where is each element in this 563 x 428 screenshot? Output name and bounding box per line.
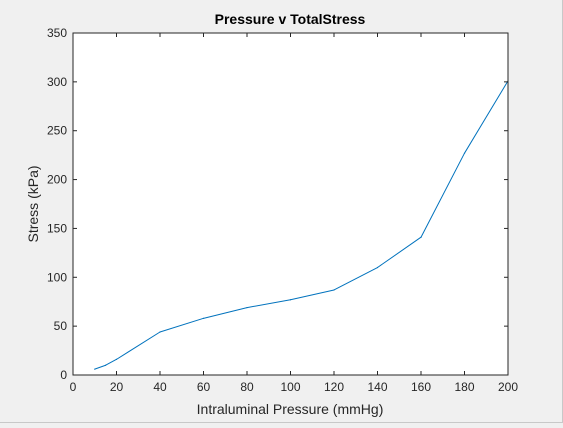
data-point	[289, 299, 292, 301]
data-point	[105, 364, 107, 366]
x-tick-label: 60	[197, 380, 211, 394]
axis-ticks: 0 20 40 60 80 100 120 140 160 180 200 0 50 100 150 200 2…	[47, 26, 518, 394]
data-point	[333, 289, 335, 291]
x-tick-label: 20	[110, 380, 124, 394]
data-point	[463, 152, 466, 154]
y-tick-label: 300	[47, 75, 67, 89]
data-point	[420, 236, 422, 238]
y-tick-label: 150	[47, 221, 67, 235]
y-tick-label: 350	[47, 26, 67, 40]
data-point	[115, 358, 118, 360]
plot-area	[73, 33, 508, 375]
y-tick-label: 200	[47, 173, 67, 187]
data-point	[246, 306, 248, 309]
chart-title: Pressure v TotalStress	[215, 11, 366, 27]
x-tick-label: 160	[411, 380, 431, 394]
data-point	[94, 368, 96, 370]
x-tick-label: 140	[367, 380, 387, 394]
y-tick-label: 50	[54, 319, 68, 333]
x-tick-label: 120	[324, 380, 344, 394]
x-tick-label: 40	[153, 380, 167, 394]
x-tick-label: 180	[454, 380, 474, 394]
x-tick-label: 100	[280, 380, 300, 394]
y-tick-label: 250	[47, 124, 67, 138]
plot-content	[94, 80, 509, 370]
y-axis-label: Stress (kPa)	[25, 165, 41, 242]
data-point	[202, 317, 205, 319]
series-line-0	[94, 80, 509, 370]
y-tick-label: 0	[60, 368, 67, 382]
data-point	[159, 331, 161, 333]
x-tick-label: 0	[70, 380, 77, 394]
x-tick-label: 80	[240, 380, 254, 394]
x-axis-label: Intraluminal Pressure (mmHg)	[197, 401, 384, 417]
x-tick-label: 200	[498, 380, 518, 394]
data-point	[376, 266, 379, 269]
y-tick-label: 100	[47, 270, 67, 284]
